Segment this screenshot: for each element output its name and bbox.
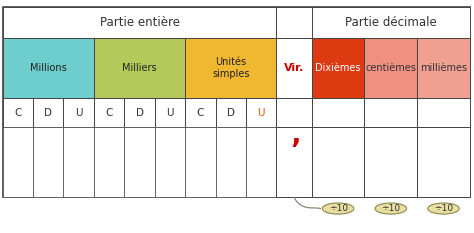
- Bar: [276, 38, 312, 98]
- Bar: [94, 127, 124, 197]
- Ellipse shape: [375, 203, 407, 214]
- Bar: [2, 127, 33, 197]
- Bar: [276, 98, 312, 127]
- Bar: [312, 38, 365, 98]
- Bar: [2, 98, 33, 127]
- Bar: [185, 98, 216, 127]
- Bar: [2, 38, 94, 98]
- Text: ’: ’: [291, 137, 301, 165]
- Bar: [124, 98, 155, 127]
- Bar: [185, 127, 216, 197]
- Text: D: D: [227, 108, 235, 117]
- Bar: [94, 38, 185, 98]
- Text: C: C: [197, 108, 204, 117]
- Text: Milliers: Milliers: [122, 63, 157, 73]
- Bar: [246, 127, 276, 197]
- Bar: [365, 98, 417, 127]
- Bar: [124, 127, 155, 197]
- Bar: [417, 127, 470, 197]
- Bar: [365, 127, 417, 197]
- Bar: [155, 98, 185, 127]
- Text: D: D: [136, 108, 144, 117]
- Bar: [246, 98, 276, 127]
- Ellipse shape: [428, 203, 459, 214]
- Bar: [94, 98, 124, 127]
- Text: Unités
simples: Unités simples: [212, 57, 250, 79]
- Text: D: D: [44, 108, 52, 117]
- Bar: [417, 98, 470, 127]
- Bar: [312, 7, 470, 38]
- Text: U: U: [257, 108, 265, 117]
- Bar: [33, 127, 64, 197]
- Text: C: C: [14, 108, 21, 117]
- Text: Partie décimale: Partie décimale: [345, 16, 437, 29]
- Text: ÷10: ÷10: [328, 204, 347, 213]
- Text: centièmes: centièmes: [365, 63, 416, 73]
- Text: U: U: [166, 108, 173, 117]
- Text: ÷10: ÷10: [381, 204, 401, 213]
- Bar: [312, 127, 365, 197]
- Bar: [64, 98, 94, 127]
- Bar: [2, 7, 276, 38]
- Text: millièmes: millièmes: [420, 63, 467, 73]
- Bar: [216, 98, 246, 127]
- Text: Millions: Millions: [30, 63, 66, 73]
- Bar: [64, 127, 94, 197]
- Bar: [312, 98, 365, 127]
- Text: U: U: [75, 108, 82, 117]
- Bar: [2, 7, 470, 197]
- Text: C: C: [105, 108, 113, 117]
- Text: ÷10: ÷10: [434, 204, 453, 213]
- Bar: [185, 38, 276, 98]
- Bar: [33, 98, 64, 127]
- Ellipse shape: [322, 203, 354, 214]
- Bar: [216, 127, 246, 197]
- Text: Vir.: Vir.: [284, 63, 304, 73]
- Bar: [155, 127, 185, 197]
- Bar: [276, 7, 312, 38]
- Bar: [276, 127, 312, 197]
- Text: Partie entière: Partie entière: [100, 16, 180, 29]
- Text: Dixièmes: Dixièmes: [315, 63, 361, 73]
- Bar: [365, 38, 417, 98]
- Bar: [417, 38, 470, 98]
